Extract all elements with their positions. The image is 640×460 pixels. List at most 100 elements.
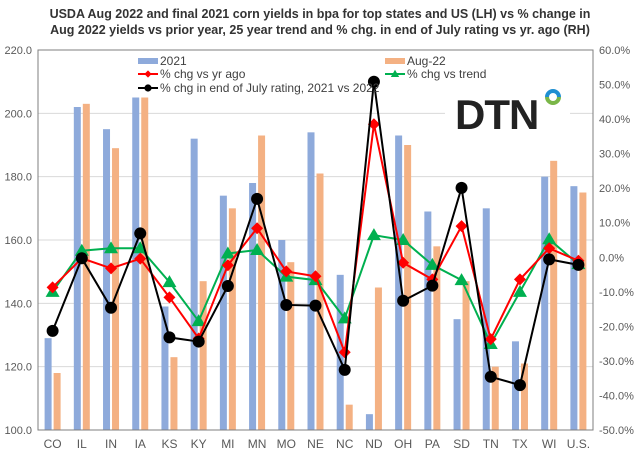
chart-title-line-1: USDA Aug 2022 and final 2021 corn yields… — [49, 7, 591, 21]
marker-circle — [105, 301, 118, 314]
category-label: IL — [77, 437, 87, 451]
bar-2021 — [570, 186, 578, 430]
marker-circle — [455, 181, 468, 194]
bar-aug-22 — [199, 281, 207, 430]
bar-2021 — [132, 97, 140, 430]
bar-aug-22 — [404, 145, 412, 430]
marker-circle — [75, 252, 88, 265]
marker-circle — [572, 258, 585, 271]
right-axis-tick-label: 20.0% — [599, 183, 630, 195]
marker-circle — [426, 279, 439, 292]
marker-diamond — [280, 265, 293, 278]
bar-aug-22 — [550, 160, 558, 431]
category-label: TN — [483, 437, 499, 451]
marker-diamond — [163, 291, 176, 304]
marker-diamond — [513, 273, 526, 286]
left-axis-tick-label: 180.0 — [4, 172, 32, 184]
bar-aug-22 — [491, 366, 499, 430]
marker-triangle — [366, 228, 381, 241]
bar-aug-22 — [374, 287, 382, 430]
category-label: IA — [135, 437, 146, 451]
marker-circle — [251, 192, 264, 205]
line-triangle-series — [51, 234, 580, 347]
lines — [45, 75, 586, 392]
left-axis-tick-label: 120.0 — [4, 362, 32, 374]
category-label: MN — [248, 437, 267, 451]
category-label: CO — [44, 437, 62, 451]
right-axis-tick-label: -50.0% — [599, 425, 634, 437]
legend-label-2021: 2021 — [160, 54, 187, 68]
category-label: KS — [161, 437, 177, 451]
left-axis-tick-label: 160.0 — [4, 235, 32, 247]
bar-2021 — [278, 240, 286, 430]
marker-circle — [280, 298, 293, 311]
bar-aug-22 — [433, 246, 441, 430]
right-axis-tick-label: 50.0% — [599, 80, 630, 92]
plot-border — [37, 49, 594, 431]
category-label: IN — [105, 437, 117, 451]
marker-circle — [221, 279, 234, 292]
right-axis-tick-label: -40.0% — [599, 390, 634, 402]
logo-ring-bottom — [545, 97, 561, 105]
marker-triangle — [191, 314, 206, 327]
marker-circle — [513, 379, 526, 392]
right-axis-tick-label: 10.0% — [599, 218, 630, 230]
bar-2021 — [453, 319, 461, 430]
category-label: MI — [221, 437, 234, 451]
bar-aug-22 — [287, 262, 295, 430]
marker-circle — [543, 253, 556, 266]
bar-aug-22 — [345, 404, 353, 430]
chart-title-line-2: Aug 2022 yields vs prior year, 25 year t… — [50, 23, 590, 37]
right-axis-tick-label: 60.0% — [599, 45, 630, 57]
right-axis-tick-label: -10.0% — [599, 287, 634, 299]
legend-label: % chg in end of July rating, 2021 vs 202… — [160, 81, 380, 95]
category-label: OH — [394, 437, 412, 451]
line-diamond-series — [51, 124, 579, 353]
bar-2021 — [249, 183, 257, 430]
marker-diamond — [397, 256, 410, 269]
marker-diamond — [484, 333, 497, 346]
bar-2021 — [365, 414, 373, 430]
marker-triangle — [133, 241, 148, 254]
marker-circle — [309, 299, 322, 312]
category-label: NC — [336, 437, 354, 451]
legend: 2021 Aug-22 % chg vs yr ago % chg vs trend%… — [138, 54, 486, 95]
bar-2021 — [219, 195, 227, 430]
marker-diamond — [455, 220, 468, 233]
marker-triangle — [104, 241, 119, 254]
bar-aug-22 — [258, 135, 266, 430]
marker-circle — [144, 84, 152, 92]
dtn-logo: DTN — [445, 78, 570, 142]
bar-aug-22 — [112, 148, 120, 430]
marker-circle — [338, 363, 351, 376]
marker-triangle — [454, 273, 469, 286]
chart-title: USDA Aug 2022 and final 2021 corn yields… — [0, 6, 640, 38]
category-label: MO — [277, 437, 296, 451]
marker-triangle — [425, 257, 440, 270]
marker-triangle — [74, 243, 89, 256]
category-label: TX — [512, 437, 527, 451]
left-axis-tick-label: 140.0 — [4, 298, 32, 310]
left-axis-tick-label: 100.0 — [4, 425, 32, 437]
marker-triangle — [542, 232, 557, 245]
gridlines — [38, 112, 593, 368]
bar-2021 — [190, 138, 198, 430]
marker-diamond — [134, 252, 147, 265]
right-axis-tick-label: 30.0% — [599, 149, 630, 161]
marker-circle — [484, 370, 497, 383]
marker-diamond — [105, 262, 118, 275]
legend-label-aug-22: Aug-22 — [407, 54, 446, 68]
category-label: KY — [191, 437, 207, 451]
category-label: PA — [425, 437, 440, 451]
bar-aug-22 — [228, 208, 236, 430]
axis-ticks: 100.0 120.0 140.0 160.0 180.0 200.0 220.0 -50.0… — [4, 45, 634, 451]
marker-diamond — [309, 270, 322, 283]
category-label: ND — [365, 437, 383, 451]
marker-triangle — [220, 246, 235, 259]
bar-aug-22 — [520, 363, 528, 430]
bar-aug-22 — [579, 192, 587, 430]
logo-ring-top — [545, 89, 561, 97]
marker-triangle — [250, 243, 265, 256]
marker-circle — [134, 227, 147, 240]
